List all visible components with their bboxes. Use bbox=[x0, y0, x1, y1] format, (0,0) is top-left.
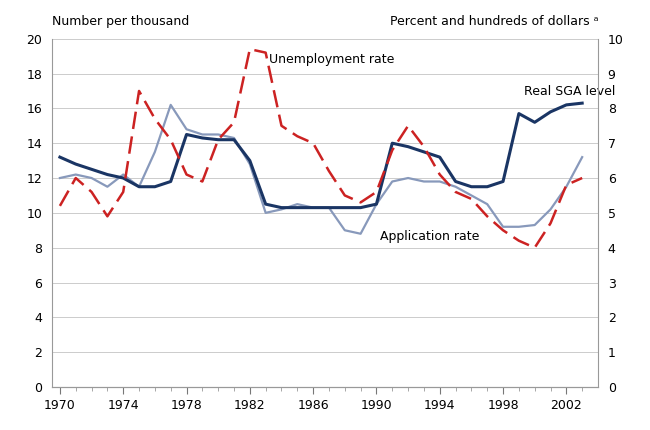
Text: Real SGA level: Real SGA level bbox=[524, 85, 615, 98]
Text: Application rate: Application rate bbox=[380, 230, 479, 243]
Text: Number per thousand: Number per thousand bbox=[52, 15, 189, 28]
Text: Unemployment rate: Unemployment rate bbox=[269, 52, 394, 66]
Text: Percent and hundreds of dollars ᵃ: Percent and hundreds of dollars ᵃ bbox=[389, 15, 598, 28]
